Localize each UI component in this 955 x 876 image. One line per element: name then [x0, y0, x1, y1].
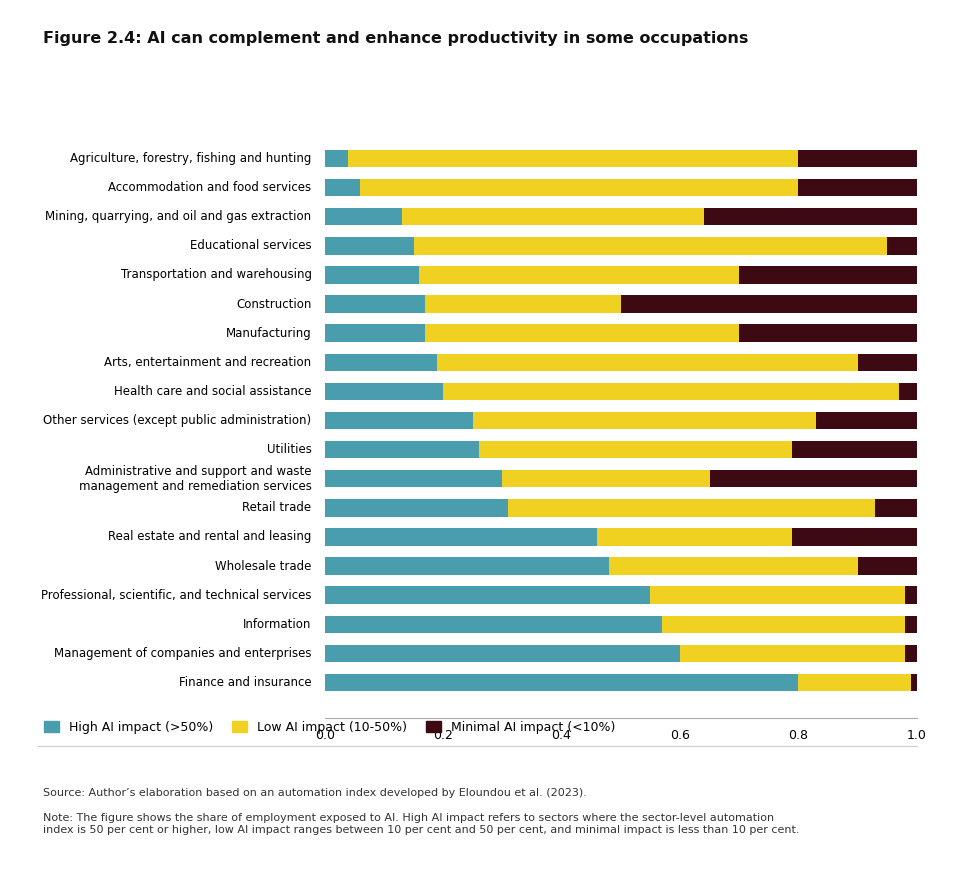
Bar [402, 208, 704, 225]
Bar [798, 674, 911, 691]
Bar [793, 528, 917, 546]
Bar [650, 586, 905, 604]
Bar [621, 295, 917, 313]
Bar [817, 412, 917, 429]
Bar [858, 354, 917, 371]
Bar [325, 324, 425, 342]
Text: Note: The figure shows the share of employment exposed to AI. High AI impact ref: Note: The figure shows the share of empl… [43, 813, 799, 835]
Bar [905, 616, 917, 633]
Bar [710, 470, 917, 487]
Bar [325, 557, 609, 575]
Bar [325, 645, 680, 662]
Bar [798, 150, 917, 167]
Bar [876, 499, 917, 517]
Bar [443, 383, 899, 400]
Bar [793, 441, 917, 458]
Bar [325, 499, 508, 517]
Bar [419, 266, 739, 284]
Bar [704, 208, 917, 225]
Bar [502, 470, 710, 487]
Bar [325, 674, 798, 691]
Bar [662, 616, 905, 633]
Bar [325, 528, 597, 546]
Bar [325, 441, 478, 458]
Bar [325, 295, 425, 313]
Bar [349, 150, 798, 167]
Bar [325, 150, 349, 167]
Bar [325, 179, 360, 196]
Text: Figure 2.4: AI can complement and enhance productivity in some occupations: Figure 2.4: AI can complement and enhanc… [43, 31, 749, 46]
Bar [325, 237, 414, 255]
Bar [739, 324, 917, 342]
Bar [325, 354, 437, 371]
Bar [325, 586, 650, 604]
Bar [899, 383, 917, 400]
Bar [680, 645, 905, 662]
Bar [325, 266, 419, 284]
Bar [478, 441, 793, 458]
Bar [597, 528, 793, 546]
Bar [325, 208, 402, 225]
Bar [325, 470, 502, 487]
Bar [887, 237, 917, 255]
Bar [739, 266, 917, 284]
Bar [473, 412, 817, 429]
Bar [325, 412, 473, 429]
Bar [325, 383, 443, 400]
Bar [858, 557, 917, 575]
Bar [325, 616, 662, 633]
Bar [905, 586, 917, 604]
Bar [414, 237, 887, 255]
Bar [905, 645, 917, 662]
Bar [425, 324, 739, 342]
Bar [508, 499, 876, 517]
Bar [437, 354, 858, 371]
Bar [360, 179, 798, 196]
Bar [911, 674, 917, 691]
Legend: High AI impact (>50%), Low AI impact (10-50%), Minimal AI impact (<10%): High AI impact (>50%), Low AI impact (10… [45, 721, 616, 734]
Text: Source: Author’s elaboration based on an automation index developed by Eloundou : Source: Author’s elaboration based on an… [43, 788, 587, 798]
Bar [798, 179, 917, 196]
Bar [425, 295, 621, 313]
Bar [609, 557, 858, 575]
